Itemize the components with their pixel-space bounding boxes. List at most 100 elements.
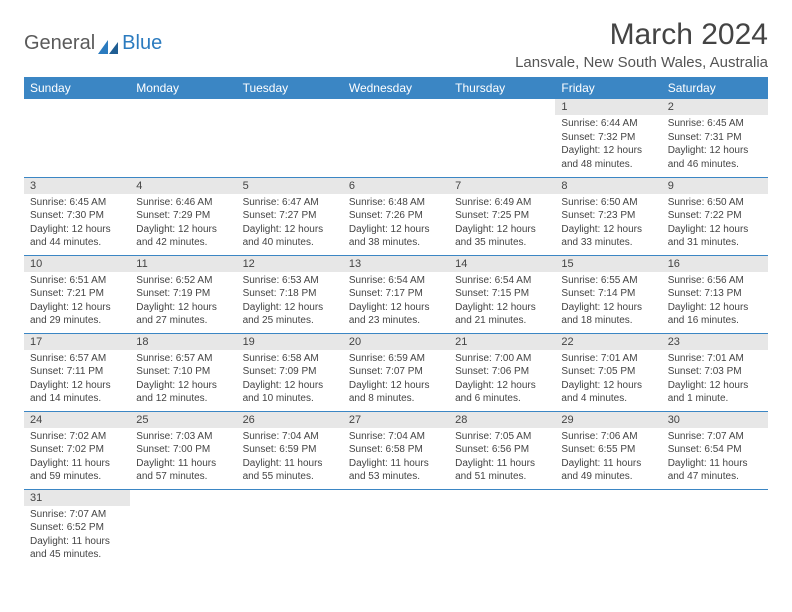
day-line: and 10 minutes. — [243, 392, 337, 406]
day-content — [237, 115, 343, 121]
day-line: Sunrise: 6:49 AM — [455, 196, 549, 210]
day-line: and 1 minute. — [668, 392, 762, 406]
calendar-cell: 28Sunrise: 7:05 AMSunset: 6:56 PMDayligh… — [449, 411, 555, 489]
day-line: and 46 minutes. — [668, 158, 762, 172]
calendar-cell — [449, 99, 555, 177]
day-line: Daylight: 11 hours — [668, 457, 762, 471]
day-number: 10 — [24, 256, 130, 272]
day-content: Sunrise: 6:46 AMSunset: 7:29 PMDaylight:… — [130, 194, 236, 254]
day-line: and 55 minutes. — [243, 470, 337, 484]
day-content: Sunrise: 7:04 AMSunset: 6:59 PMDaylight:… — [237, 428, 343, 488]
day-line: Sunrise: 7:05 AM — [455, 430, 549, 444]
day-content — [343, 506, 449, 512]
day-line: Sunrise: 6:46 AM — [136, 196, 230, 210]
day-number: 21 — [449, 334, 555, 350]
calendar-cell: 20Sunrise: 6:59 AMSunset: 7:07 PMDayligh… — [343, 333, 449, 411]
calendar-cell: 25Sunrise: 7:03 AMSunset: 7:00 PMDayligh… — [130, 411, 236, 489]
calendar-row: 17Sunrise: 6:57 AMSunset: 7:11 PMDayligh… — [24, 333, 768, 411]
day-line: Daylight: 11 hours — [30, 457, 124, 471]
day-content — [449, 506, 555, 512]
day-line: Sunrise: 6:55 AM — [561, 274, 655, 288]
calendar-cell: 26Sunrise: 7:04 AMSunset: 6:59 PMDayligh… — [237, 411, 343, 489]
day-line: Sunset: 7:07 PM — [349, 365, 443, 379]
day-line: Sunrise: 7:02 AM — [30, 430, 124, 444]
logo-sail-icon — [98, 37, 120, 51]
day-line: Daylight: 12 hours — [136, 301, 230, 315]
day-content: Sunrise: 7:04 AMSunset: 6:58 PMDaylight:… — [343, 428, 449, 488]
day-line: Daylight: 12 hours — [349, 379, 443, 393]
day-number — [237, 99, 343, 115]
day-line: and 25 minutes. — [243, 314, 337, 328]
day-content: Sunrise: 6:44 AMSunset: 7:32 PMDaylight:… — [555, 115, 661, 175]
day-line: Sunset: 7:18 PM — [243, 287, 337, 301]
title-block: March 2024 Lansvale, New South Wales, Au… — [515, 18, 768, 71]
day-line: Daylight: 12 hours — [136, 223, 230, 237]
day-number — [555, 490, 661, 506]
day-line: Daylight: 12 hours — [243, 301, 337, 315]
day-line: Sunset: 6:58 PM — [349, 443, 443, 457]
day-line: Sunrise: 6:52 AM — [136, 274, 230, 288]
day-content: Sunrise: 7:05 AMSunset: 6:56 PMDaylight:… — [449, 428, 555, 488]
day-line: Daylight: 12 hours — [668, 223, 762, 237]
day-line: Sunrise: 7:01 AM — [561, 352, 655, 366]
calendar-cell: 21Sunrise: 7:00 AMSunset: 7:06 PMDayligh… — [449, 333, 555, 411]
day-line: Sunset: 7:19 PM — [136, 287, 230, 301]
calendar-cell — [237, 489, 343, 567]
day-line: Daylight: 12 hours — [561, 223, 655, 237]
day-line: Sunrise: 7:01 AM — [668, 352, 762, 366]
day-content — [24, 115, 130, 121]
day-line: and 48 minutes. — [561, 158, 655, 172]
calendar-cell: 17Sunrise: 6:57 AMSunset: 7:11 PMDayligh… — [24, 333, 130, 411]
calendar-cell: 3Sunrise: 6:45 AMSunset: 7:30 PMDaylight… — [24, 177, 130, 255]
day-content: Sunrise: 6:56 AMSunset: 7:13 PMDaylight:… — [662, 272, 768, 332]
day-line: Sunrise: 6:53 AM — [243, 274, 337, 288]
day-line: Daylight: 12 hours — [668, 379, 762, 393]
day-line: Sunrise: 7:03 AM — [136, 430, 230, 444]
day-number: 27 — [343, 412, 449, 428]
day-line: Daylight: 12 hours — [561, 144, 655, 158]
day-line: Sunset: 6:54 PM — [668, 443, 762, 457]
day-line: and 8 minutes. — [349, 392, 443, 406]
day-number: 28 — [449, 412, 555, 428]
day-line: Sunset: 7:29 PM — [136, 209, 230, 223]
day-number: 24 — [24, 412, 130, 428]
day-line: Daylight: 11 hours — [243, 457, 337, 471]
calendar-row: 24Sunrise: 7:02 AMSunset: 7:02 PMDayligh… — [24, 411, 768, 489]
day-line: Sunset: 7:02 PM — [30, 443, 124, 457]
day-content: Sunrise: 6:48 AMSunset: 7:26 PMDaylight:… — [343, 194, 449, 254]
day-line: Sunrise: 6:56 AM — [668, 274, 762, 288]
weekday-header: Friday — [555, 77, 661, 99]
day-line: Daylight: 11 hours — [455, 457, 549, 471]
calendar-cell: 18Sunrise: 6:57 AMSunset: 7:10 PMDayligh… — [130, 333, 236, 411]
logo-text-2: Blue — [122, 32, 162, 55]
day-number: 16 — [662, 256, 768, 272]
day-line: Sunset: 7:22 PM — [668, 209, 762, 223]
day-content — [555, 506, 661, 512]
day-content: Sunrise: 6:45 AMSunset: 7:31 PMDaylight:… — [662, 115, 768, 175]
logo-text-1: General — [24, 32, 95, 55]
day-content: Sunrise: 7:00 AMSunset: 7:06 PMDaylight:… — [449, 350, 555, 410]
day-line: Sunrise: 7:06 AM — [561, 430, 655, 444]
day-line: and 44 minutes. — [30, 236, 124, 250]
day-content: Sunrise: 7:07 AMSunset: 6:52 PMDaylight:… — [24, 506, 130, 566]
day-number: 1 — [555, 99, 661, 115]
calendar-cell: 29Sunrise: 7:06 AMSunset: 6:55 PMDayligh… — [555, 411, 661, 489]
weekday-header: Sunday — [24, 77, 130, 99]
day-content — [237, 506, 343, 512]
day-line: Sunset: 7:27 PM — [243, 209, 337, 223]
day-content — [130, 115, 236, 121]
day-line: Sunrise: 7:07 AM — [30, 508, 124, 522]
calendar-cell: 22Sunrise: 7:01 AMSunset: 7:05 PMDayligh… — [555, 333, 661, 411]
day-line: and 42 minutes. — [136, 236, 230, 250]
calendar-head: SundayMondayTuesdayWednesdayThursdayFrid… — [24, 77, 768, 99]
day-number — [24, 99, 130, 115]
calendar-cell — [237, 99, 343, 177]
day-number — [130, 99, 236, 115]
weekday-header: Thursday — [449, 77, 555, 99]
day-number — [449, 490, 555, 506]
calendar-cell: 1Sunrise: 6:44 AMSunset: 7:32 PMDaylight… — [555, 99, 661, 177]
day-line: Sunrise: 6:48 AM — [349, 196, 443, 210]
day-content: Sunrise: 6:47 AMSunset: 7:27 PMDaylight:… — [237, 194, 343, 254]
day-line: Sunset: 7:14 PM — [561, 287, 655, 301]
calendar-cell: 4Sunrise: 6:46 AMSunset: 7:29 PMDaylight… — [130, 177, 236, 255]
